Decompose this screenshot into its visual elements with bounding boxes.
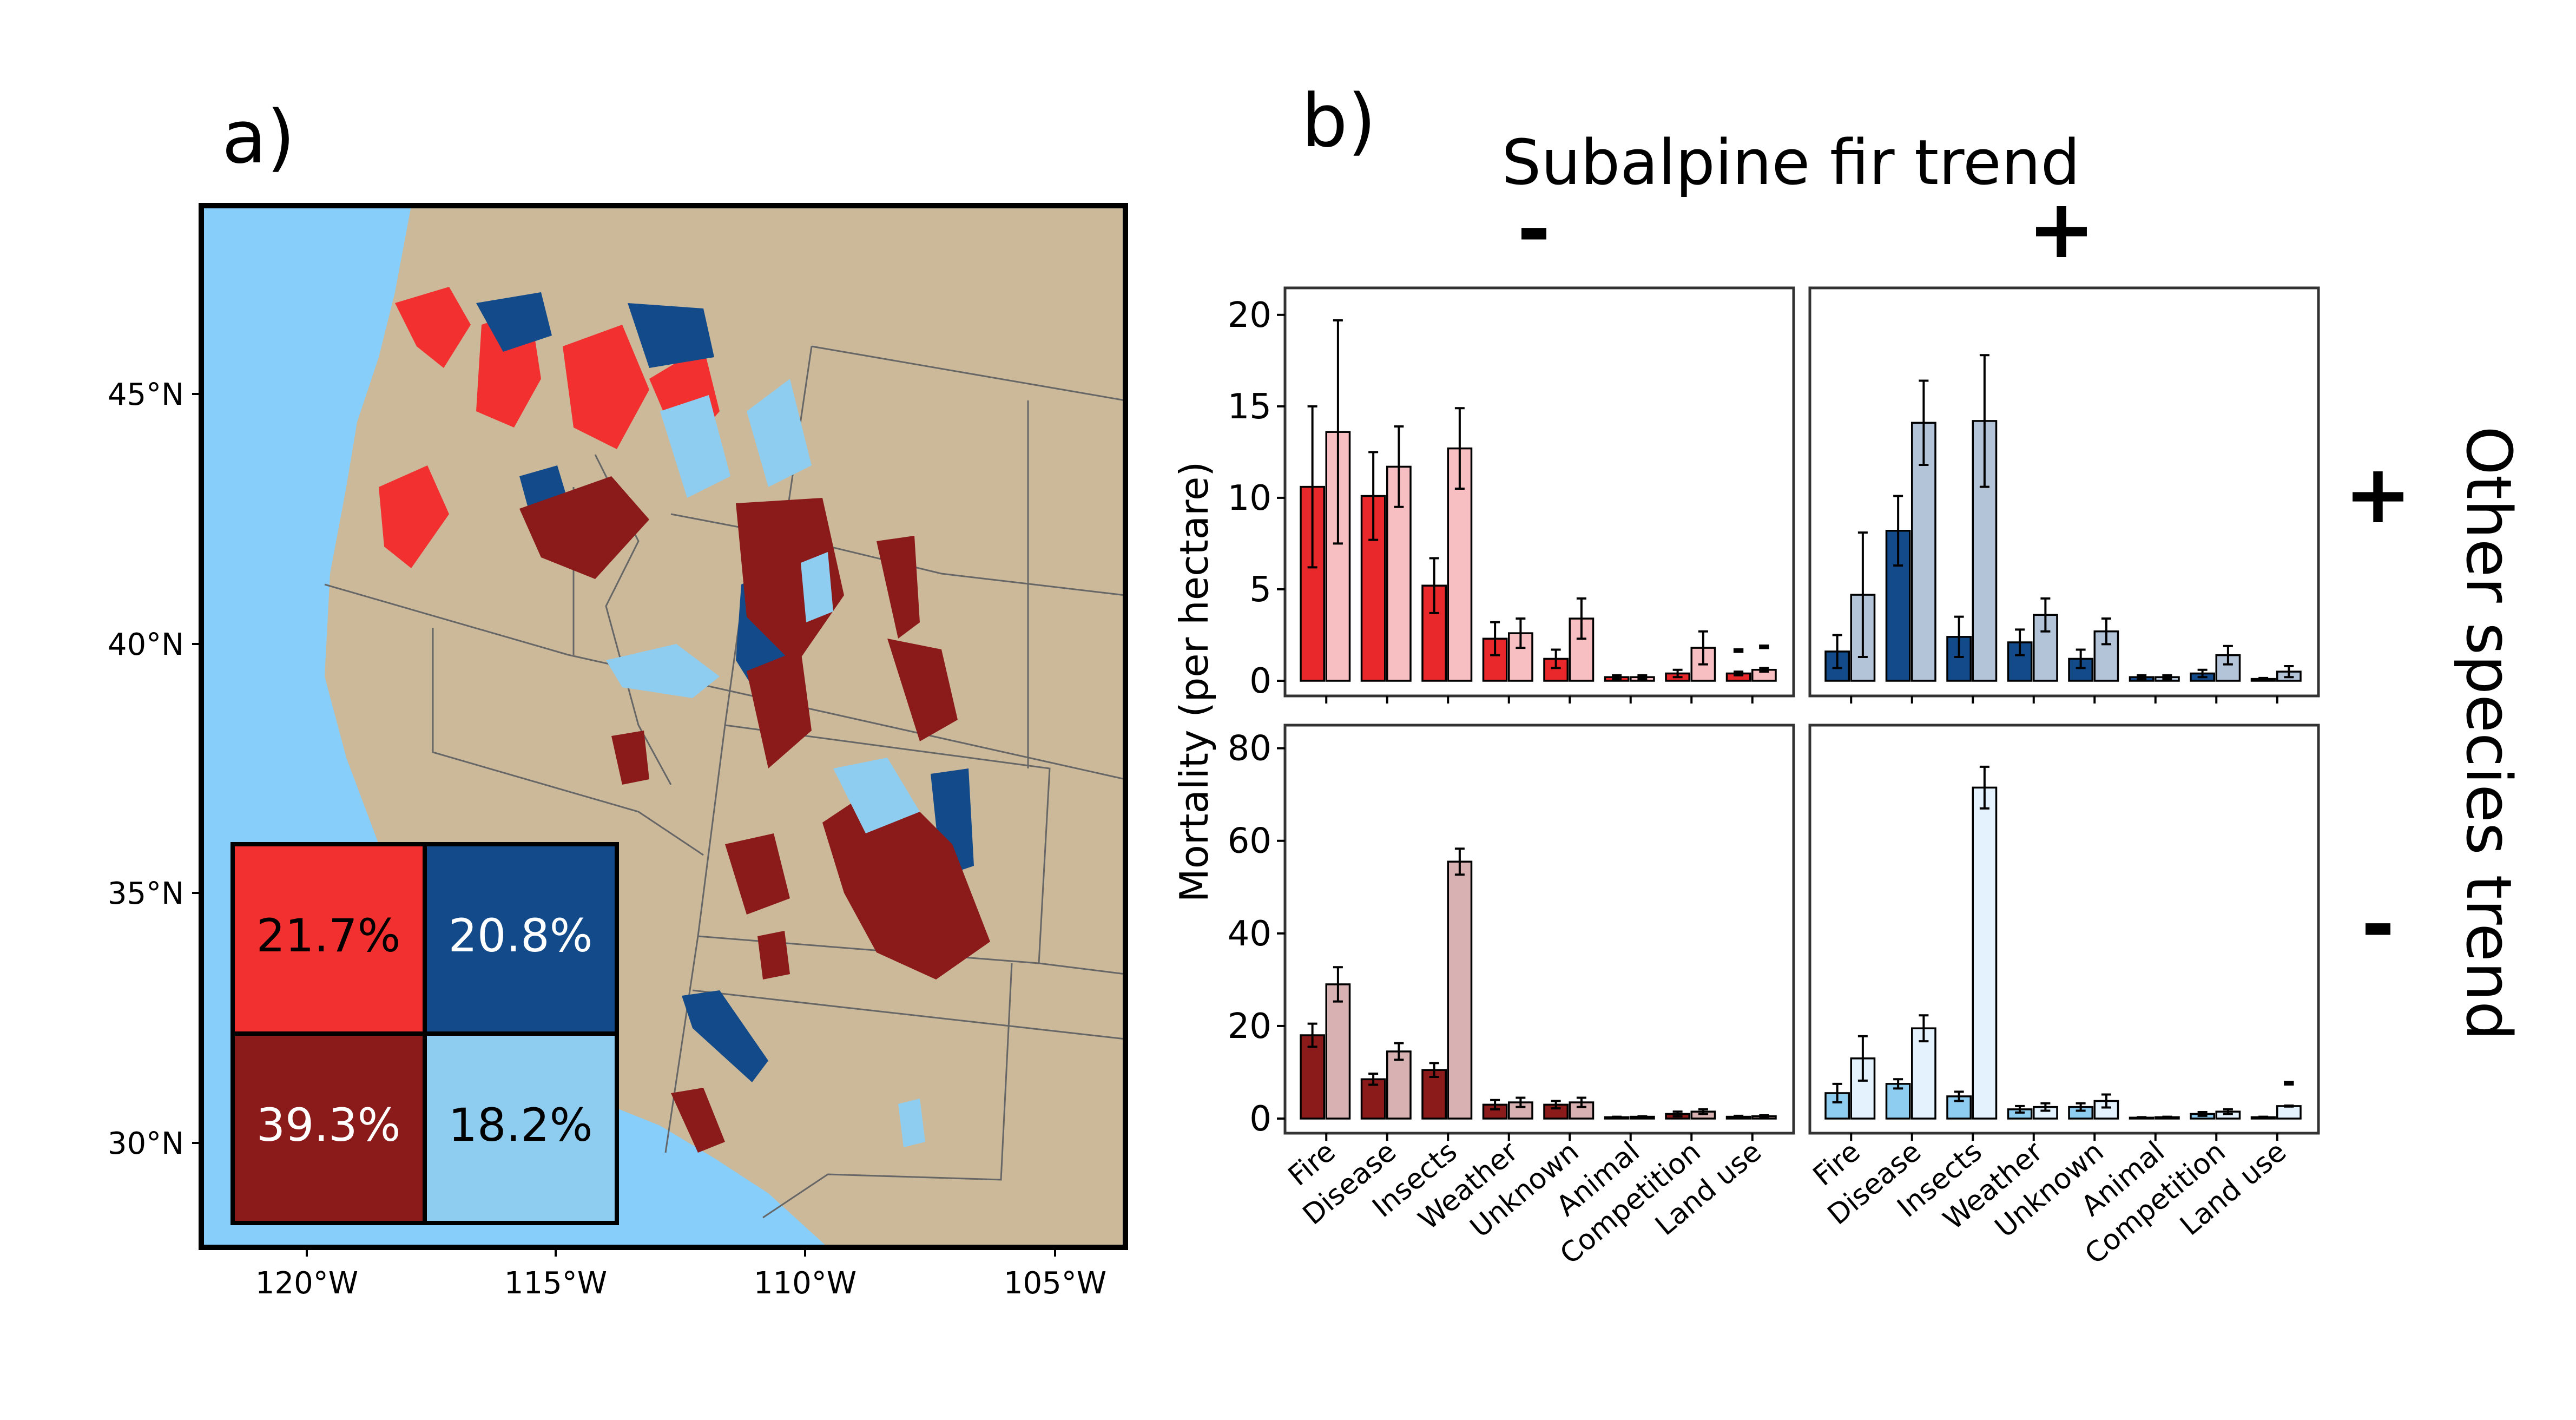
region-fir-down-other-down xyxy=(877,536,920,639)
panel-b-label: b) xyxy=(1301,78,1376,163)
region-fir-down-other-down xyxy=(725,833,790,915)
region-fir-up-other-up xyxy=(682,990,768,1082)
map-frame xyxy=(199,203,1128,1250)
row-title: Other species trend xyxy=(2452,426,2525,1041)
lat-tick-label: 35°N xyxy=(108,876,184,911)
y-tick-label: 15 xyxy=(1228,387,1271,427)
bar xyxy=(1300,1034,1325,1120)
y-tick-label: 20 xyxy=(1228,1007,1271,1047)
lat-tick-label: 40°N xyxy=(108,627,184,662)
percentage-label: 21.7% xyxy=(256,909,401,962)
row-sign-other-up: + xyxy=(2344,448,2412,542)
y-tick-label: 0 xyxy=(1249,1099,1271,1139)
bar-panel: 0 5 10 15 20 - - xyxy=(1228,286,1795,704)
missing-error-mark: - xyxy=(1732,630,1745,668)
panel-frame xyxy=(1283,724,1795,1135)
bar xyxy=(1421,1069,1447,1120)
region-fir-down-other-down xyxy=(611,731,649,785)
legend-fir-up-other-down xyxy=(423,1031,619,1225)
y-tick-label: 60 xyxy=(1228,821,1271,862)
forest-regions xyxy=(379,287,990,1153)
bar xyxy=(1447,860,1473,1120)
latitude-axis: 45°N 40°N 35°N 30°N xyxy=(108,377,201,1161)
missing-error-mark: - xyxy=(2282,1063,2296,1101)
lat-tick-label: 45°N xyxy=(108,377,184,412)
region-fir-down-other-down xyxy=(747,649,812,768)
percentage-label: 20.8% xyxy=(449,909,593,962)
column-sign-fir-down: - xyxy=(1517,182,1551,277)
state-borders xyxy=(324,345,1125,1219)
region-fir-up-other-up xyxy=(476,292,552,352)
bar xyxy=(1911,1027,1936,1120)
y-tick-label: 5 xyxy=(1249,570,1271,610)
y-tick-label: 40 xyxy=(1228,914,1271,954)
region-fir-down-other-up xyxy=(563,325,649,449)
y-tick-label: 0 xyxy=(1249,661,1271,701)
legend-fir-up-other-up xyxy=(423,842,619,1036)
region-fir-down-other-up xyxy=(379,465,449,568)
bar-panel: 020406080FireDiseaseInsectsWeatherUnknow… xyxy=(1228,724,1795,1271)
lon-tick-label: 110°W xyxy=(754,1266,857,1301)
longitude-axis: 120°W 115°W 110°W 105°W xyxy=(255,1247,1106,1301)
region-fir-down-other-up xyxy=(395,287,471,368)
region-fir-up-other-up xyxy=(628,303,714,368)
bar-panel: FireDiseaseInsectsWeatherUnknownAnimalCo… xyxy=(1807,724,2320,1271)
missing-error-mark: - xyxy=(1757,627,1771,665)
bar xyxy=(1885,1083,1911,1120)
panel-frame xyxy=(1283,286,1795,698)
column-sign-fir-up: + xyxy=(2027,182,2096,277)
region-fir-up-other-down xyxy=(898,1099,925,1147)
bar xyxy=(1325,983,1351,1120)
panel-frame xyxy=(1808,286,2320,698)
region-fir-up-other-down xyxy=(833,758,920,833)
percentage-label: 18.2% xyxy=(449,1099,593,1152)
bar xyxy=(1972,786,1998,1120)
panel-frame xyxy=(1808,724,2320,1135)
region-fir-up-other-down xyxy=(747,379,812,487)
bar xyxy=(1386,1050,1412,1120)
quadrant-legend: 21.7% 20.8% 39.3% 18.2% xyxy=(230,842,619,1225)
region-fir-up-other-down xyxy=(801,552,833,622)
lon-tick-label: 120°W xyxy=(255,1266,358,1301)
panel-a-label: a) xyxy=(222,95,295,180)
bar xyxy=(1482,637,1508,682)
percentage-label: 39.3% xyxy=(256,1099,401,1152)
bar-panel xyxy=(1808,286,2320,704)
bar xyxy=(2033,614,2058,682)
y-tick-label: 80 xyxy=(1228,729,1271,769)
y-tick-label: 10 xyxy=(1228,478,1271,518)
y-axis-label: Mortality (per hectare) xyxy=(1171,462,1217,903)
row-sign-other-down: - xyxy=(2361,878,2395,972)
legend-fir-down-other-down xyxy=(230,1031,427,1225)
region-fir-down-other-down xyxy=(887,639,958,741)
y-tick-label: 20 xyxy=(1228,295,1271,336)
lon-tick-label: 105°W xyxy=(1004,1266,1106,1301)
lon-tick-label: 115°W xyxy=(504,1266,607,1301)
region-fir-down-other-down xyxy=(757,931,790,979)
column-title: Subalpine fir trend xyxy=(1501,127,2080,199)
region-fir-down-other-down xyxy=(671,1088,725,1153)
bar xyxy=(2276,1105,2302,1120)
lat-tick-label: 30°N xyxy=(108,1126,184,1161)
region-fir-down-other-down xyxy=(519,476,649,579)
region-fir-up-other-down xyxy=(606,644,720,698)
region-fir-down-other-down xyxy=(736,498,844,666)
region-fir-up-other-down xyxy=(660,395,730,498)
legend-fir-down-other-up xyxy=(230,842,427,1036)
